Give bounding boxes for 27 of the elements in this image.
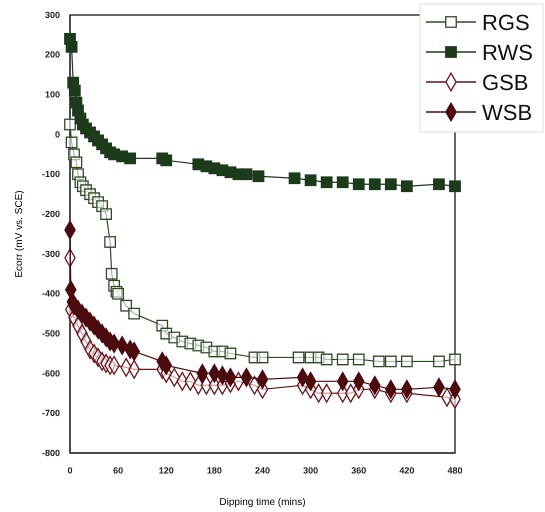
y-tick-label: -100 — [42, 169, 60, 180]
x-tick-label: 60 — [113, 465, 124, 476]
x-tick-label: 240 — [254, 465, 270, 476]
y-tick-label: -700 — [42, 408, 60, 418]
x-tick-label: 0 — [67, 465, 73, 476]
x-tick-label: 180 — [206, 465, 222, 476]
x-tick-label: 360 — [351, 465, 366, 476]
y-tick-label: -500 — [42, 328, 60, 338]
y-tick-label: 300 — [44, 10, 60, 20]
y-tick-label: -800 — [42, 448, 60, 458]
x-axis-title: Dipping time (mins) — [219, 497, 306, 508]
y-tick-label: 200 — [44, 50, 60, 60]
legend-label: GSB — [482, 70, 528, 95]
y-tick-label: 0 — [54, 129, 60, 140]
x-tick-label: 120 — [158, 465, 174, 476]
y-tick-label: -300 — [42, 248, 60, 259]
y-tick-label: 100 — [44, 90, 60, 100]
x-tick-label: 480 — [447, 465, 463, 476]
x-tick-label: 300 — [303, 465, 318, 476]
legend-label: WSB — [482, 100, 532, 125]
y-axis-title: Ecorr (mV vs. SCE) — [14, 190, 25, 278]
y-tick-label: -600 — [42, 368, 60, 378]
y-tick-label: -400 — [42, 288, 60, 299]
y-tick-label: -200 — [42, 208, 60, 219]
x-tick-label: 420 — [399, 465, 414, 476]
legend-label: RGS — [482, 10, 530, 35]
legend-label: RWS — [482, 40, 533, 65]
